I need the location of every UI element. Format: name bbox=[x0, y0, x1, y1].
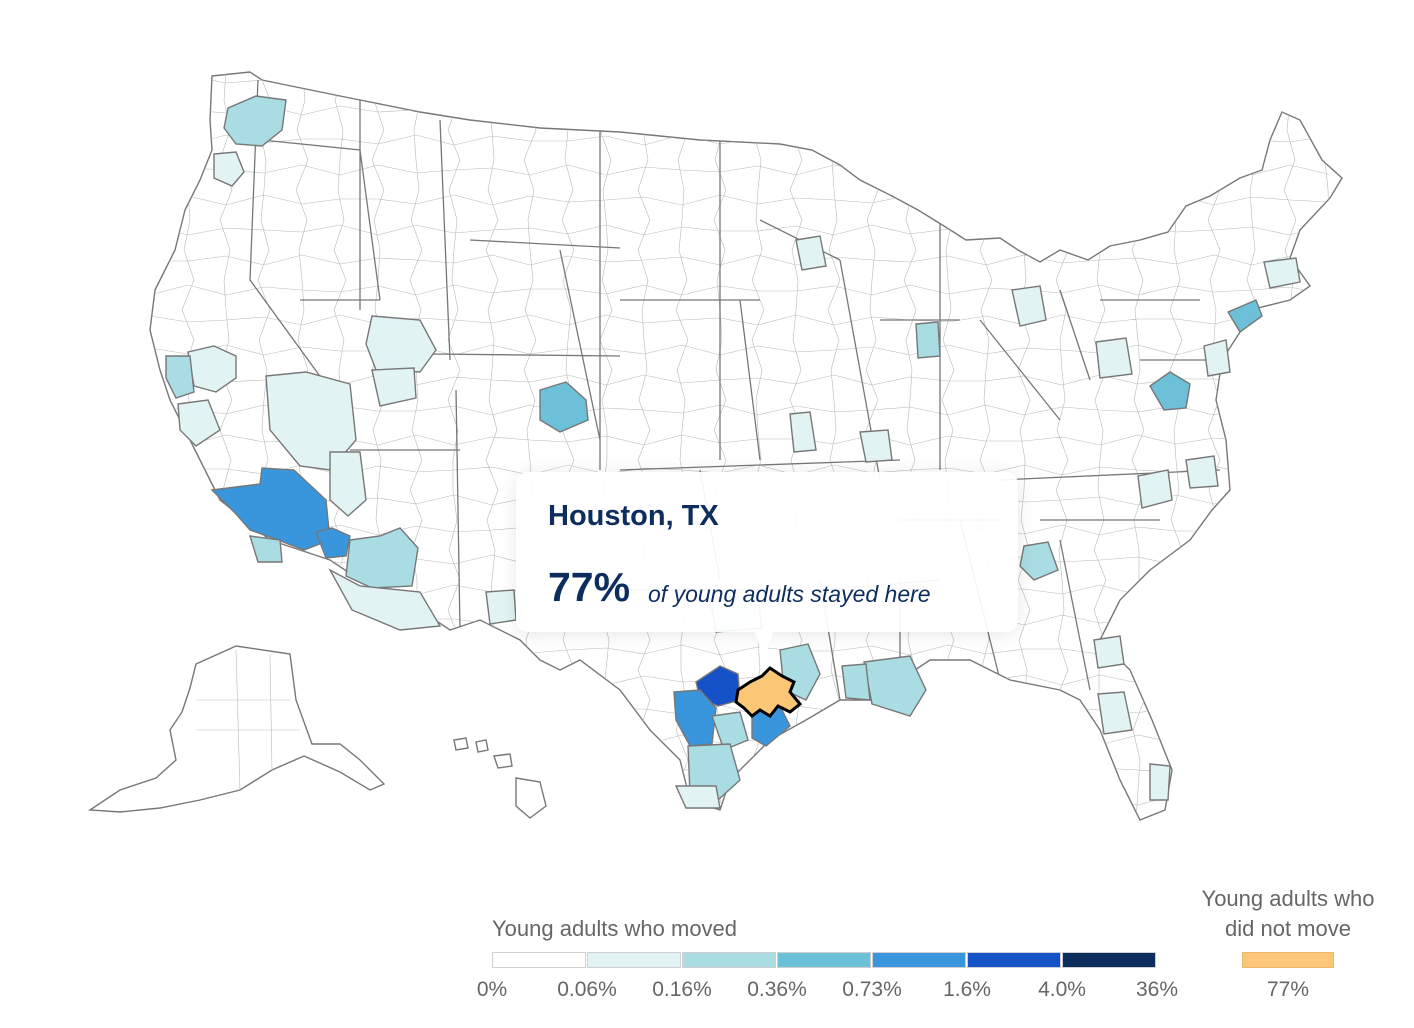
highlight-houston[interactable] bbox=[734, 666, 803, 718]
region-san-francisco bbox=[165, 355, 195, 399]
region-san-diego bbox=[249, 535, 283, 563]
region-denver bbox=[539, 381, 589, 433]
legend-swatch-3 bbox=[777, 952, 871, 968]
region-detroit bbox=[1011, 285, 1047, 327]
legend-swatch-1 bbox=[587, 952, 681, 968]
alaska-outline bbox=[87, 645, 386, 813]
legend-tick-0: 0% bbox=[476, 978, 508, 1001]
region-boston bbox=[1263, 257, 1301, 289]
region-central-valley bbox=[177, 399, 221, 447]
legend-tick-5: 1.6% bbox=[943, 978, 991, 1001]
legend-swatch-4 bbox=[872, 952, 966, 968]
region-tucson bbox=[328, 568, 442, 631]
region-charlotte bbox=[1137, 469, 1173, 509]
region-pittsburgh bbox=[1095, 337, 1133, 379]
region-phoenix bbox=[345, 527, 419, 589]
alaska bbox=[87, 645, 386, 813]
legend-tick-4: 0.73% bbox=[842, 978, 902, 1001]
legend-tick-1: 0.06% bbox=[557, 978, 617, 1001]
region-portland bbox=[213, 151, 245, 187]
tooltip-value: 77% bbox=[548, 564, 631, 610]
region-philadelphia bbox=[1203, 339, 1231, 377]
legend-stayed-title-line2: did not move bbox=[1225, 916, 1351, 941]
region-las-vegas-strip bbox=[315, 527, 351, 559]
region-el-paso bbox=[485, 589, 517, 625]
region-washington-dc bbox=[1149, 371, 1191, 411]
continental-us bbox=[149, 71, 1343, 821]
region-st-louis bbox=[859, 429, 893, 463]
hawaii-kauai bbox=[453, 737, 469, 751]
legend-stayed-value: 77% bbox=[1266, 978, 1310, 1001]
tooltip-title: Houston, TX bbox=[548, 500, 719, 532]
region-miami bbox=[1149, 763, 1171, 801]
hawaii bbox=[453, 737, 547, 819]
legend-tick-6: 4.0% bbox=[1038, 978, 1086, 1001]
hawaii-oahu bbox=[475, 739, 489, 753]
legend-swatch-6 bbox=[1062, 952, 1156, 968]
legend-tick-3: 0.36% bbox=[747, 978, 807, 1001]
region-jacksonville bbox=[1093, 635, 1125, 669]
region-rio-grande bbox=[674, 785, 721, 809]
region-san-antonio bbox=[673, 689, 717, 747]
hawaii-maui bbox=[493, 753, 513, 769]
region-tampa bbox=[1097, 691, 1133, 735]
legend-stayed-swatch bbox=[1242, 952, 1334, 968]
us-outline bbox=[149, 71, 1343, 821]
region-las-vegas bbox=[329, 451, 367, 517]
region-utah bbox=[365, 315, 437, 373]
region-victoria bbox=[711, 711, 749, 751]
region-salt-lake bbox=[371, 367, 417, 407]
alaska-cz-lines bbox=[196, 649, 300, 791]
tooltip-caption: of young adults stayed here bbox=[648, 581, 931, 607]
region-atlanta bbox=[1019, 541, 1059, 581]
region-chicago bbox=[915, 321, 941, 359]
legend-swatch-2 bbox=[682, 952, 776, 968]
legend-swatch-5 bbox=[967, 952, 1061, 968]
region-raleigh bbox=[1185, 455, 1219, 489]
region-seattle bbox=[223, 95, 287, 147]
destination-regions bbox=[165, 95, 1301, 809]
region-new-orleans bbox=[863, 655, 927, 717]
legend-tick-7: 36% bbox=[1135, 978, 1179, 1001]
region-kansas-city bbox=[789, 411, 817, 453]
legend-swatch-0 bbox=[492, 952, 586, 968]
region-new-york bbox=[1226, 299, 1263, 334]
tooltip-pointer bbox=[754, 630, 774, 660]
region-baton-rouge bbox=[841, 663, 871, 701]
region-minneapolis bbox=[795, 235, 827, 271]
legend-stayed-title-line1: Young adults who bbox=[1201, 886, 1375, 911]
hawaii-big-island bbox=[515, 777, 547, 819]
legend-tick-2: 0.16% bbox=[652, 978, 712, 1001]
legend-moved-title: Young adults who moved bbox=[492, 916, 738, 941]
location-tooltip: Houston, TX 77% of young adults stayed h… bbox=[516, 472, 1018, 632]
